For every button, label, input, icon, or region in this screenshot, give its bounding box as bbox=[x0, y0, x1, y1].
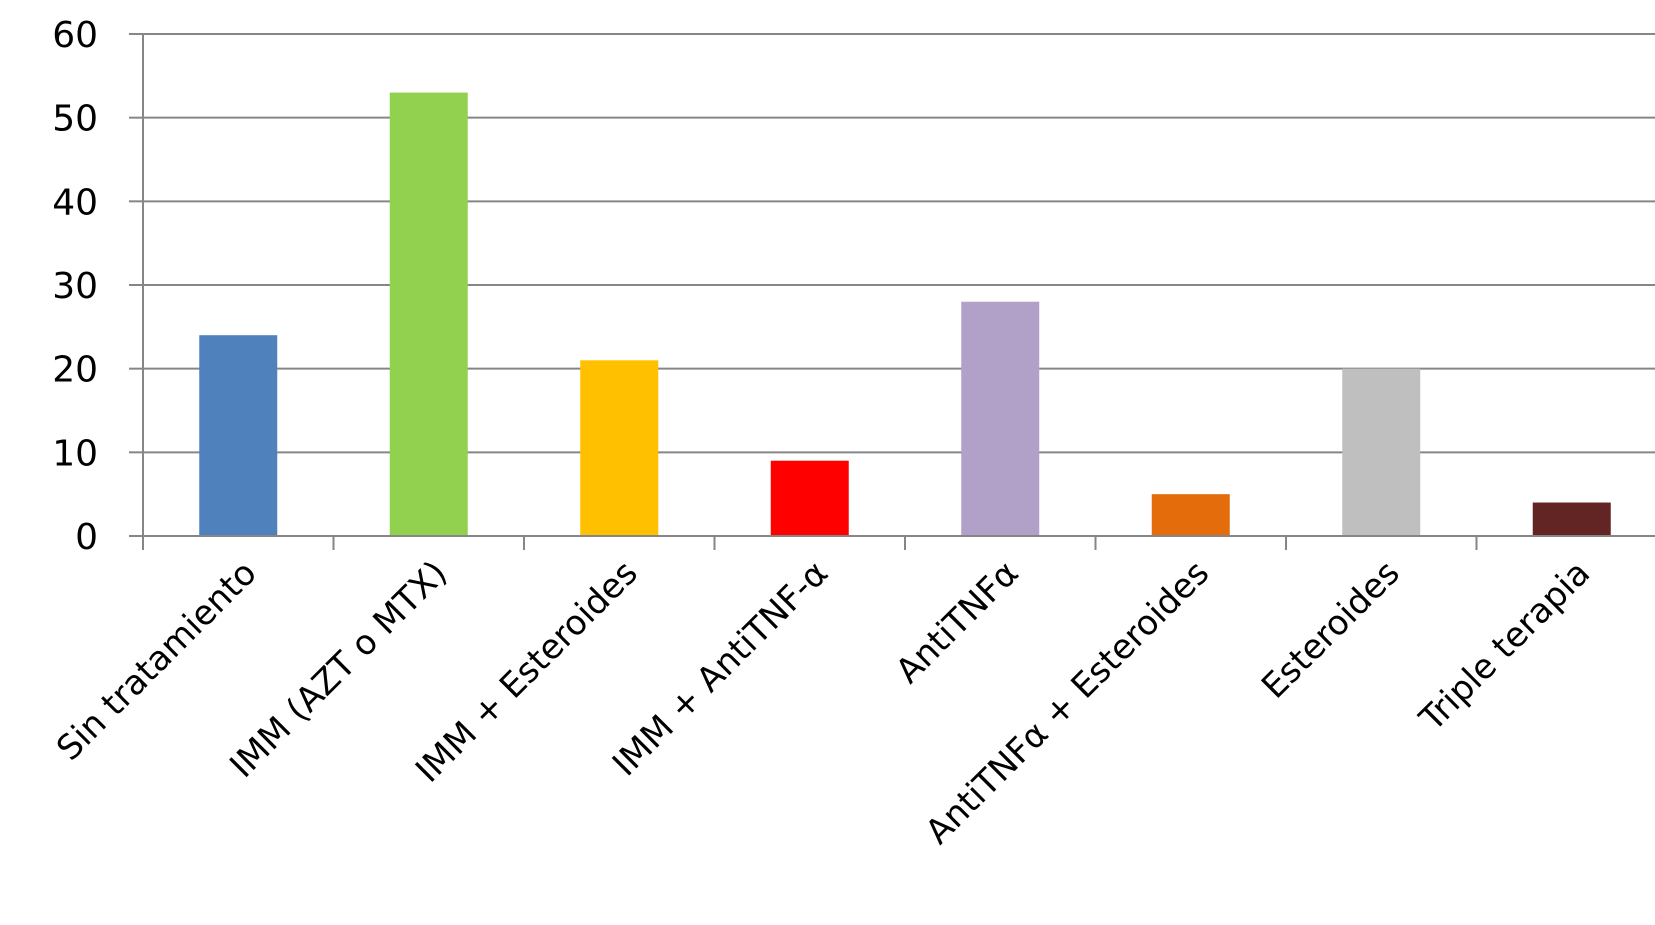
bar bbox=[1151, 494, 1230, 536]
y-tick-label: 50 bbox=[52, 99, 98, 140]
bar bbox=[389, 92, 468, 537]
y-tick-label: 0 bbox=[75, 517, 98, 558]
x-tick-label: AntiTNFα bbox=[888, 553, 1026, 691]
y-tick-labels: 0 10 20 30 40 50 60 bbox=[52, 15, 98, 558]
y-tick-label: 30 bbox=[52, 266, 98, 307]
y-tick-label: 40 bbox=[52, 182, 98, 223]
bar bbox=[580, 360, 659, 536]
bar bbox=[1532, 502, 1611, 536]
x-tick-label: Triple terapia bbox=[1412, 553, 1599, 740]
bar bbox=[770, 460, 849, 536]
y-tick-label: 20 bbox=[52, 350, 98, 391]
bar bbox=[199, 335, 278, 536]
y-tick-label: 60 bbox=[52, 15, 98, 56]
bar bbox=[961, 301, 1040, 536]
bar bbox=[1342, 368, 1421, 536]
axes bbox=[129, 33, 1655, 550]
x-tick-label: IMM + AntiTNF-α bbox=[605, 553, 836, 784]
y-tick-label: 10 bbox=[52, 433, 98, 474]
x-tick-label: Sin tratamiento bbox=[49, 553, 265, 769]
bars bbox=[199, 92, 1611, 537]
x-tick-label: Esteroides bbox=[1254, 553, 1408, 707]
grid-lines bbox=[143, 33, 1655, 454]
